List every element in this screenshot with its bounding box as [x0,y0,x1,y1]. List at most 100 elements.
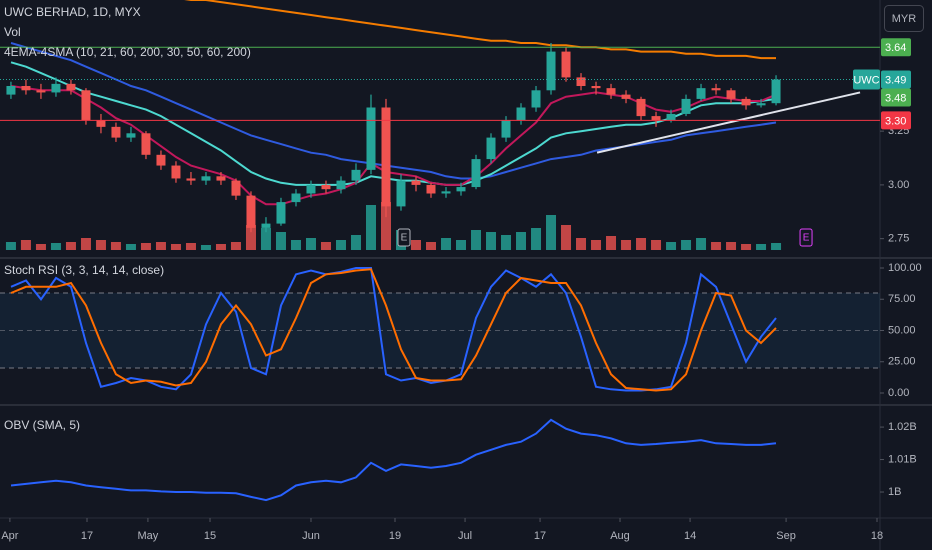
symbol-tag-label: UWC [853,74,879,86]
x-tick-label: 17 [534,530,546,542]
volume-bar [110,242,121,250]
currency-button[interactable] [884,5,924,32]
x-tick-label: 14 [684,530,696,542]
volume-bar [771,243,782,250]
indicator-label: OBV (SMA, 5) [4,418,80,432]
y-tick-label: 1.01B [888,453,917,465]
x-tick-label: Aug [610,530,630,542]
volume-bar [320,242,331,250]
volume-bar [546,215,557,250]
candle-body [186,178,196,181]
candle-body [156,154,166,166]
indicator-label: Stoch RSI (3, 3, 14, 14, close) [4,263,164,277]
price-tag-label: 3.30 [885,115,906,127]
x-tick-label: 15 [204,530,216,542]
candle-body [606,88,616,95]
candle-body [681,98,691,114]
y-tick-label: 2.75 [888,233,909,245]
candle-body [591,86,601,89]
candle-body [96,120,106,127]
candle-body [126,133,136,138]
candle-body [471,159,481,188]
event-label: E [803,233,810,244]
candle-body [711,88,721,91]
price-tag-label: 3.64 [885,42,906,54]
candle-body [456,187,466,192]
price-tag [881,38,911,57]
x-tick-label: Jun [302,530,320,542]
y-tick-label: 3.00 [888,179,909,191]
volume-bar [696,238,707,250]
candle-body [21,86,31,91]
candle-body [141,133,151,155]
volume-bar [486,232,497,250]
candle-body [561,51,571,78]
y-tick-label: 0.00 [888,387,909,399]
candle-body [696,88,706,99]
price-tag-label: 3.49 [885,74,906,86]
volume-bar [200,245,211,250]
candle-body [66,83,76,91]
volume-bar [441,238,452,250]
volume-bar [561,225,572,250]
volume-bar [80,238,91,250]
volume-bar [516,232,527,250]
candle-body [501,120,511,138]
candle-body [201,176,211,181]
series-line [10,42,777,180]
price-tag [881,88,911,107]
candle-body [336,180,346,190]
volume-bar [425,242,436,250]
candle-body [411,180,421,185]
candle-body [666,113,676,121]
candle-body [381,107,391,207]
x-tick-label: Apr [1,530,18,542]
currency-label[interactable]: MYR [892,13,917,25]
volume-bar [531,228,542,250]
candle-body [36,90,46,93]
volume-bar [666,242,677,250]
price-tag [881,70,911,89]
x-tick-label: 19 [389,530,401,542]
series-line [10,85,777,206]
event-marker [397,228,411,247]
candle-body [321,184,331,190]
candle-body [651,116,661,121]
volume-bar [380,202,391,250]
volume-bar [621,240,632,250]
y-tick-label: 1.02B [888,421,917,433]
trendline [596,91,861,154]
candle-body [276,202,286,224]
candle-body [366,107,376,170]
volume-bar [5,242,16,250]
candle-body [636,98,646,117]
volume-bar [170,244,181,250]
volume-bar [471,230,482,250]
volume-bar [591,240,602,250]
candle-body [231,180,241,196]
x-tick-label: Sep [776,530,796,542]
volume-bar [230,242,241,250]
volume-bar [275,232,286,250]
volume-bar [140,243,151,250]
y-tick-label: 1B [888,486,901,498]
candle-body [351,169,361,181]
candle-body [81,90,91,121]
candle-body [441,191,451,194]
volume-bar [741,244,752,250]
candle-body [726,90,736,99]
candle-body [291,193,301,203]
symbol-tag [853,69,880,90]
candle-body [756,103,766,106]
candle-body [171,165,181,179]
y-tick-label: 25.00 [888,356,916,368]
volume-bar [756,244,767,250]
candle-body [396,180,406,207]
volume-bar [335,240,346,250]
volume-bar [305,238,316,250]
candle-body [576,77,586,86]
volume-bar [155,242,166,250]
candle-body [546,51,556,91]
